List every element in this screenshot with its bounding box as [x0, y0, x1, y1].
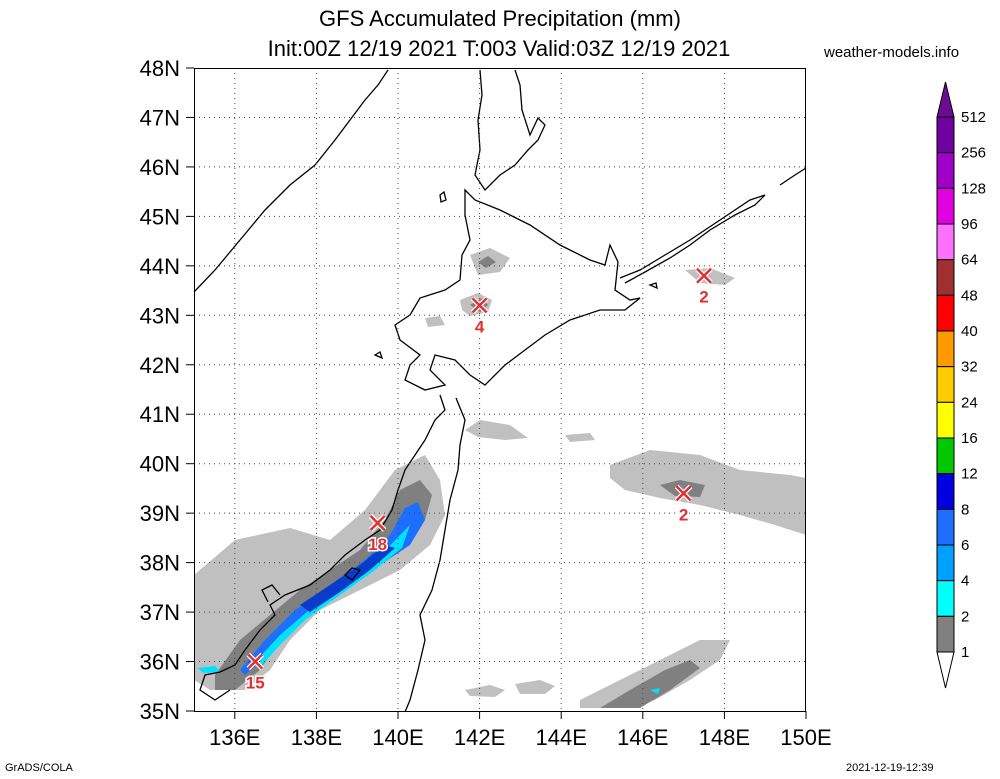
- colorbar-swatch: [936, 437, 955, 475]
- lon-label: 140E: [372, 725, 423, 750]
- colorbar-swatch: [936, 294, 955, 332]
- colorbar-label: 40: [961, 323, 978, 340]
- lat-label: 38N: [140, 551, 180, 576]
- lat-label: 48N: [140, 56, 180, 81]
- lon-label: 148E: [699, 725, 750, 750]
- software-credit: GrADS/COLA: [5, 762, 73, 774]
- longitude-labels: 136E 138E 140E 142E 144E 146E 148E 150E: [209, 711, 832, 750]
- marker-value: 15: [246, 674, 265, 693]
- colorbar-swatch: [936, 259, 955, 296]
- colorbar-swatch: [936, 401, 955, 439]
- colorbar-label: 48: [961, 287, 978, 304]
- precip-max-marker: 15: [244, 652, 266, 694]
- colorbar-swatch: [936, 508, 955, 546]
- colorbar-label: 128: [961, 180, 986, 197]
- latitude-labels: 48N 47N 46N 45N 44N 43N 42N 41N 40N 39N 38N 37N 36N 3…: [140, 56, 194, 724]
- lat-label: 42N: [140, 353, 180, 378]
- lat-label: 43N: [140, 303, 180, 328]
- lat-label: 39N: [140, 501, 180, 526]
- colorbar-label: 64: [961, 252, 978, 269]
- lat-label: 40N: [140, 452, 180, 477]
- lat-label: 35N: [140, 699, 180, 724]
- marker-value: 4: [475, 317, 485, 336]
- lon-label: 144E: [536, 725, 587, 750]
- timestamp: 2021-12-19-12:39: [846, 762, 934, 774]
- colorbar-label: 512: [961, 109, 986, 126]
- marker-value: 2: [679, 505, 688, 524]
- colorbar-label: 1: [961, 644, 969, 661]
- marker-value: 18: [368, 535, 387, 554]
- lon-label: 150E: [780, 725, 831, 750]
- precip-max-marker: 4: [470, 296, 489, 338]
- lat-label: 37N: [140, 600, 180, 625]
- colorbar-label: 2: [961, 608, 969, 625]
- colorbar-swatch: [936, 544, 955, 582]
- lat-label: 41N: [140, 402, 180, 427]
- precip-max-marker: 18: [367, 514, 389, 556]
- precip-max-marker: 2: [674, 484, 693, 526]
- source-credit: weather-models.info: [824, 44, 960, 61]
- colorbar-swatch: [936, 116, 955, 154]
- precip-max-marker: 2: [695, 266, 713, 308]
- colorbar-label: 96: [961, 216, 978, 233]
- precip-markers: 4 2 18 2 15: [244, 266, 713, 694]
- colorbar-swatch: [936, 473, 955, 510]
- lon-label: 142E: [454, 725, 505, 750]
- colorbar-label: 32: [961, 359, 978, 376]
- map-frame: [194, 68, 806, 712]
- colorbar-swatch: [936, 152, 955, 189]
- lon-label: 138E: [291, 725, 342, 750]
- colorbar-swatch: [936, 330, 955, 368]
- map-subtitle: Init:00Z 12/19 2021 T:003 Valid:03Z 12/1…: [267, 36, 731, 61]
- colorbar-label: 4: [961, 573, 969, 590]
- map-title: GFS Accumulated Precipitation (mm): [319, 6, 681, 31]
- colorbar-label: 24: [961, 394, 978, 411]
- colorbar-label: 6: [961, 537, 969, 554]
- lon-label: 136E: [209, 725, 260, 750]
- colorbar-label: 16: [961, 430, 978, 447]
- colorbar-swatch: [936, 580, 955, 617]
- colorbar-top-arrow: [936, 81, 955, 118]
- colorbar-swatch: [936, 615, 955, 653]
- colorbar-label: 12: [961, 466, 978, 483]
- colorbar-label: 256: [961, 145, 986, 162]
- colorbar-swatch: [936, 223, 955, 261]
- lat-label: 36N: [140, 650, 180, 675]
- lat-label: 46N: [140, 155, 180, 180]
- colorbar-swatch: [936, 366, 955, 403]
- lon-label: 146E: [617, 725, 668, 750]
- latlon-grid: [194, 68, 806, 711]
- lat-label: 45N: [140, 204, 180, 229]
- precip-shading: [194, 248, 806, 708]
- colorbar-bottom-arrow: [936, 651, 955, 689]
- marker-value: 2: [699, 288, 708, 307]
- lat-label: 44N: [140, 254, 180, 279]
- coastlines: [193, 69, 807, 713]
- colorbar-label: 8: [961, 501, 969, 518]
- lat-label: 47N: [140, 105, 180, 130]
- colorbar-swatch: [936, 187, 955, 225]
